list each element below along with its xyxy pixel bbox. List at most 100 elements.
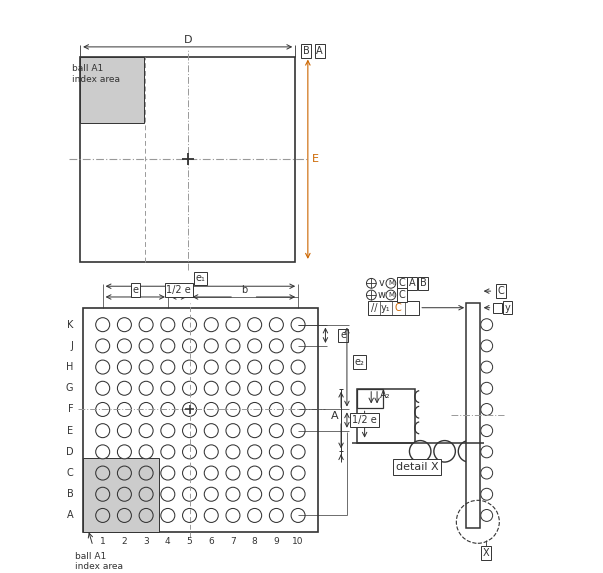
Text: 3: 3 <box>144 537 149 545</box>
Circle shape <box>96 360 110 374</box>
Circle shape <box>204 445 218 459</box>
Circle shape <box>183 487 197 501</box>
Text: A: A <box>409 278 415 288</box>
Circle shape <box>96 317 110 332</box>
Circle shape <box>139 466 153 480</box>
Text: detail X: detail X <box>396 462 438 472</box>
Circle shape <box>248 466 262 480</box>
Circle shape <box>183 381 197 395</box>
Circle shape <box>291 317 305 332</box>
Circle shape <box>226 360 240 374</box>
Text: e₁: e₁ <box>195 273 206 284</box>
Circle shape <box>96 402 110 417</box>
Circle shape <box>270 487 283 501</box>
Text: //: // <box>371 303 377 313</box>
Circle shape <box>226 381 240 395</box>
Circle shape <box>183 423 197 438</box>
Circle shape <box>183 466 197 480</box>
Text: H: H <box>66 362 74 372</box>
Text: y: y <box>504 303 510 313</box>
Circle shape <box>204 339 218 353</box>
Circle shape <box>204 508 218 523</box>
Text: A₁: A₁ <box>371 413 382 423</box>
Circle shape <box>204 402 218 417</box>
Circle shape <box>481 361 493 373</box>
Circle shape <box>270 381 283 395</box>
Text: C: C <box>67 468 74 478</box>
Circle shape <box>118 466 131 480</box>
Circle shape <box>270 360 283 374</box>
Circle shape <box>291 360 305 374</box>
Circle shape <box>96 339 110 353</box>
Bar <box>368 301 419 315</box>
Circle shape <box>139 317 153 332</box>
Circle shape <box>248 360 262 374</box>
Circle shape <box>96 381 110 395</box>
Text: E: E <box>68 426 74 435</box>
Bar <box>80 57 144 123</box>
Text: 4: 4 <box>165 537 171 545</box>
Text: C: C <box>498 286 505 296</box>
Circle shape <box>481 509 493 521</box>
Circle shape <box>139 339 153 353</box>
Circle shape <box>226 487 240 501</box>
Text: 1/2 e: 1/2 e <box>352 415 377 425</box>
Circle shape <box>248 402 262 417</box>
Circle shape <box>161 402 175 417</box>
Text: B: B <box>67 489 74 499</box>
Circle shape <box>183 339 197 353</box>
Circle shape <box>161 445 175 459</box>
Text: 8: 8 <box>252 537 257 545</box>
Circle shape <box>226 466 240 480</box>
Circle shape <box>481 319 493 331</box>
Text: A: A <box>316 46 323 56</box>
Text: C: C <box>398 290 405 300</box>
Circle shape <box>139 381 153 395</box>
Circle shape <box>226 423 240 438</box>
Circle shape <box>367 278 376 288</box>
Text: F: F <box>68 405 74 414</box>
Circle shape <box>291 423 305 438</box>
Circle shape <box>118 317 131 332</box>
Circle shape <box>183 508 197 523</box>
Text: v: v <box>378 278 384 288</box>
Circle shape <box>291 487 305 501</box>
Circle shape <box>386 290 396 300</box>
Circle shape <box>96 487 110 501</box>
Circle shape <box>270 508 283 523</box>
Text: e: e <box>340 330 346 340</box>
Circle shape <box>291 466 305 480</box>
Circle shape <box>118 339 131 353</box>
Text: 9: 9 <box>274 537 279 545</box>
Circle shape <box>270 402 283 417</box>
Circle shape <box>139 360 153 374</box>
Circle shape <box>226 317 240 332</box>
Circle shape <box>118 381 131 395</box>
Text: e: e <box>132 285 138 295</box>
Circle shape <box>248 339 262 353</box>
Text: 7: 7 <box>230 537 236 545</box>
Circle shape <box>96 508 110 523</box>
Circle shape <box>248 381 262 395</box>
Circle shape <box>139 423 153 438</box>
Circle shape <box>139 487 153 501</box>
Circle shape <box>291 381 305 395</box>
Circle shape <box>386 278 396 288</box>
Text: 1: 1 <box>100 537 106 545</box>
Circle shape <box>96 466 110 480</box>
Circle shape <box>161 423 175 438</box>
Circle shape <box>161 339 175 353</box>
Circle shape <box>458 441 480 462</box>
Bar <box>83 458 159 532</box>
Text: 6: 6 <box>209 537 214 545</box>
Circle shape <box>248 317 262 332</box>
Circle shape <box>204 423 218 438</box>
Circle shape <box>270 339 283 353</box>
Circle shape <box>139 445 153 459</box>
Text: M: M <box>388 292 394 298</box>
Bar <box>83 308 318 532</box>
Bar <box>466 303 480 528</box>
Circle shape <box>161 466 175 480</box>
Circle shape <box>248 487 262 501</box>
Text: ball A1
index area: ball A1 index area <box>75 552 124 571</box>
